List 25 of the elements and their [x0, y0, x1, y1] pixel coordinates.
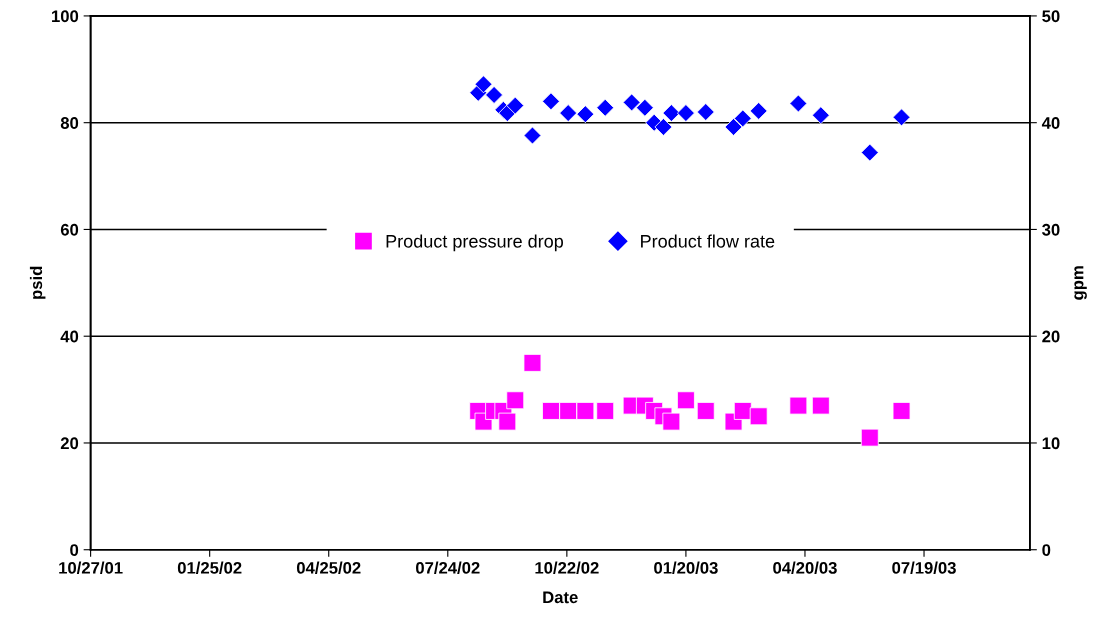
y2-tick-label: 40 [1041, 117, 1060, 129]
y-tick-label: 60 [60, 223, 79, 236]
x-tick-label: 04/20/03 [773, 561, 837, 574]
legend-label: Product flow rate [641, 234, 775, 248]
legend-label: Product pressure drop [386, 234, 564, 252]
x-tick-label: 01/20/03 [654, 561, 718, 574]
y-tick-label: 40 [60, 330, 79, 343]
x-tick-label: 04/25/02 [296, 561, 361, 574]
x-tick-label: 10/27/01 [59, 561, 123, 574]
y2-tick-label: 10 [1042, 437, 1060, 450]
x-tick-label: 07/24/02 [416, 561, 480, 574]
x-tick-label: 10/22/02 [535, 561, 599, 574]
y-tick-label: 100 [52, 10, 79, 23]
y2-axis-title: gpm [1074, 266, 1087, 300]
y-tick-label: 20 [60, 437, 79, 450]
x-tick-label: 01/25/02 [177, 561, 242, 574]
x-axis-title: Date [543, 591, 578, 604]
y-tick-label: 0 [70, 544, 79, 556]
y2-tick-label: 30 [1042, 223, 1060, 236]
y-tick-label: 80 [60, 117, 79, 129]
x-tick-label: 07/19/03 [892, 561, 956, 574]
y2-tick-label: 0 [1042, 544, 1051, 556]
y-axis-title: psid [29, 266, 46, 299]
y2-tick-label: 50 [1042, 10, 1060, 23]
y2-tick-label: 20 [1042, 330, 1060, 343]
